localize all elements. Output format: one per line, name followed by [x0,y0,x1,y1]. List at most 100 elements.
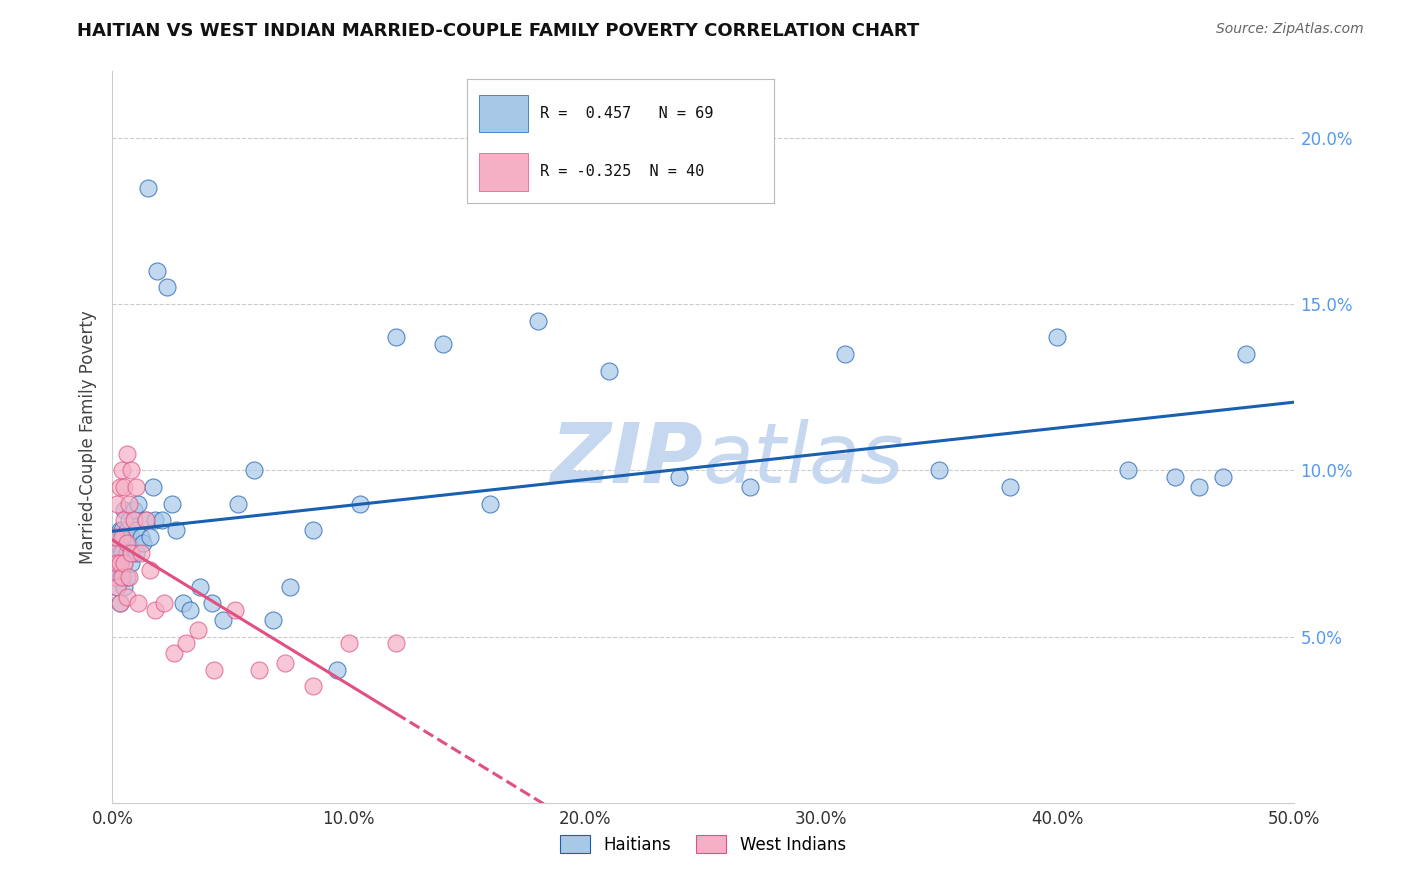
Point [105,497,128,511]
Point [112,557,135,571]
Point [274,656,297,670]
Point [1116,463,1139,477]
Point [226,497,249,511]
Point [115,447,138,461]
Point [111,546,134,560]
Point [104,546,127,560]
Point [135,513,157,527]
Text: Source: ZipAtlas.com: Source: ZipAtlas.com [1216,22,1364,37]
Point [202,663,225,677]
Point [139,530,162,544]
Point [108,596,131,610]
Point [143,513,166,527]
Point [112,503,135,517]
Point [432,337,454,351]
Point [146,264,169,278]
Point [122,513,145,527]
Point [108,570,131,584]
Point [349,497,371,511]
Point [105,580,128,594]
Point [112,530,135,544]
Point [108,480,131,494]
Point [224,603,246,617]
Point [108,523,131,537]
Point [262,613,284,627]
Point [125,480,148,494]
Point [118,570,141,584]
Point [135,513,157,527]
Point [188,580,211,594]
Point [668,470,690,484]
Point [1212,470,1234,484]
Point [179,603,201,617]
Point [278,580,301,594]
Point [115,536,138,550]
Point [740,480,762,494]
Point [111,530,134,544]
Point [104,570,127,584]
Point [337,636,360,650]
Point [385,330,408,344]
Point [150,513,173,527]
Point [598,363,620,377]
Text: ZIP: ZIP [550,418,703,500]
Point [243,463,266,477]
Point [212,613,235,627]
Point [105,530,128,544]
Point [111,463,134,477]
Point [153,596,176,610]
Point [247,663,270,677]
Point [160,497,183,511]
Point [129,546,152,560]
Point [302,523,325,537]
Point [111,523,134,537]
Point [139,563,162,577]
Point [120,546,142,560]
Point [111,563,134,577]
Point [928,463,950,477]
Point [104,546,127,560]
Point [115,570,138,584]
Point [118,497,141,511]
Point [165,523,187,537]
Point [526,314,548,328]
Point [120,530,142,544]
Point [112,557,135,571]
Point [118,513,141,527]
Point [125,523,148,537]
Point [201,596,224,610]
Point [105,536,128,550]
Point [112,480,135,494]
Point [125,546,148,560]
Point [118,536,141,550]
Point [120,463,142,477]
Point [129,530,152,544]
Point [127,497,149,511]
Point [111,570,134,584]
Point [1046,330,1069,344]
Point [172,596,194,610]
Point [143,603,166,617]
Point [136,180,159,194]
Point [127,596,149,610]
Point [108,596,131,610]
Point [104,557,127,571]
Point [385,636,408,650]
Point [1234,347,1257,361]
Point [115,546,138,560]
Point [834,347,856,361]
Point [132,536,155,550]
Point [326,663,349,677]
Point [174,636,197,650]
Point [104,530,127,544]
Point [998,480,1021,494]
Text: HAITIAN VS WEST INDIAN MARRIED-COUPLE FAMILY POVERTY CORRELATION CHART: HAITIAN VS WEST INDIAN MARRIED-COUPLE FA… [77,22,920,40]
Point [105,580,128,594]
Point [302,680,325,694]
Point [1188,480,1211,494]
Point [104,570,127,584]
Point [105,557,128,571]
Legend: Haitians, West Indians: Haitians, West Indians [554,829,852,860]
Point [163,646,186,660]
Point [112,513,135,527]
